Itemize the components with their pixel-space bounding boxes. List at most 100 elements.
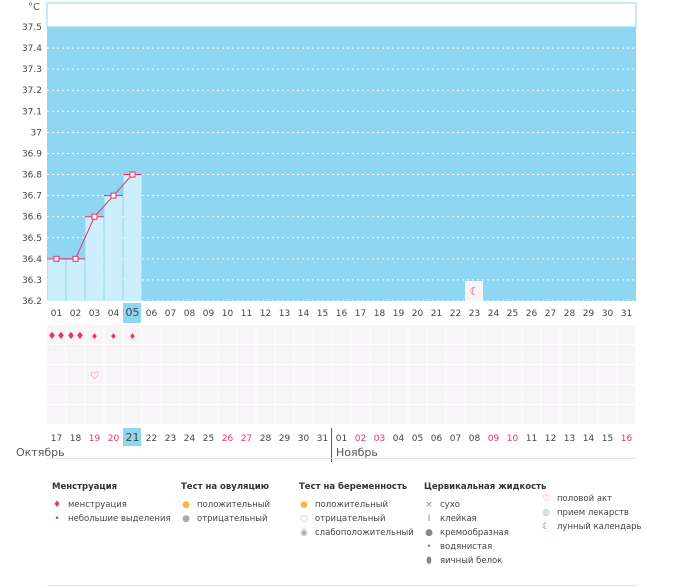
event-cell <box>47 405 66 424</box>
event-cell <box>161 385 180 404</box>
event-cell <box>522 365 541 384</box>
temperature-bar <box>47 258 66 301</box>
y-tick-label: 37.1 <box>22 107 42 117</box>
calendar-date: 10 <box>507 434 519 444</box>
egg-white-icon: ⬮ <box>426 556 432 566</box>
spotting-icon: ♦ <box>91 332 98 341</box>
event-cell <box>275 405 294 424</box>
event-cell <box>484 385 503 404</box>
event-cell <box>598 325 617 344</box>
event-cell <box>560 385 579 404</box>
watery-icon: • <box>426 542 432 552</box>
event-cell <box>427 385 446 404</box>
event-cell <box>123 345 142 364</box>
event-cell <box>389 405 408 424</box>
event-cell <box>446 325 465 344</box>
legend-title: Тест на овуляцию <box>181 482 270 492</box>
event-cell <box>427 345 446 364</box>
event-cell <box>199 345 218 364</box>
event-cell <box>104 345 123 364</box>
event-cell <box>66 345 85 364</box>
event-cell <box>332 385 351 404</box>
event-cell <box>123 385 142 404</box>
legend-group: Тест на беременность ● положительный ○ отриц… <box>299 482 414 540</box>
legend-item: ● отрицательный <box>181 512 270 526</box>
legend-label: менструация <box>68 500 127 510</box>
event-cell <box>294 405 313 424</box>
event-cell <box>617 325 636 344</box>
event-cell <box>294 325 313 344</box>
event-cell <box>85 325 104 344</box>
event-cell <box>47 365 66 384</box>
temperature-chart: °C 37.5 37.4 37.3 37.2 37.1 37 36.9 36.8 36.7 36.6… <box>22 2 637 462</box>
sticky-icon: I <box>427 514 431 524</box>
selected-day-bg <box>123 303 141 323</box>
day-label: 09 <box>203 309 215 319</box>
calendar-date: 18 <box>70 434 82 444</box>
event-cell <box>142 345 161 364</box>
event-cell <box>370 365 389 384</box>
event-cell <box>484 325 503 344</box>
event-cell <box>47 385 66 404</box>
legend-item: ◉ слабоположительный <box>299 526 414 540</box>
event-cell <box>446 365 465 384</box>
legend-label: слабоположительный <box>315 528 414 538</box>
legend-item: ⬮ яичный белок <box>424 554 546 568</box>
day-label: 23 <box>469 309 480 319</box>
day-label: 10 <box>222 309 234 319</box>
spotting-icon: • <box>54 514 60 524</box>
y-tick-label: 37.5 <box>22 23 42 33</box>
event-cell <box>142 385 161 404</box>
event-cell <box>313 405 332 424</box>
month-label: Октябрь <box>16 446 65 459</box>
event-cell <box>332 405 351 424</box>
event-cell <box>465 385 484 404</box>
event-cell <box>85 405 104 424</box>
legend-title: Менструация <box>52 482 118 492</box>
plot-area <box>47 27 636 301</box>
legend-label: отрицательный <box>197 514 268 524</box>
event-cell <box>275 365 294 384</box>
event-cell <box>598 385 617 404</box>
event-cell <box>180 385 199 404</box>
event-cell <box>313 365 332 384</box>
creamy-icon: ● <box>425 528 433 538</box>
calendar-date: 23 <box>165 434 176 444</box>
event-cell <box>579 365 598 384</box>
y-tick-label: 36.4 <box>22 255 42 265</box>
event-cell <box>294 345 313 364</box>
temperature-bar <box>104 195 123 301</box>
event-cell <box>541 365 560 384</box>
event-cell <box>66 365 85 384</box>
calendar-date: 29 <box>279 434 291 444</box>
day-label: 24 <box>488 309 500 319</box>
calendar-date: 19 <box>89 434 101 444</box>
event-cell <box>142 365 161 384</box>
y-axis-unit: °C <box>28 2 40 13</box>
temperature-point <box>110 192 117 199</box>
legend-item: ● кремообразная <box>424 526 546 540</box>
spotting-icon: ♦ <box>110 332 117 341</box>
heart-icon: ♡ <box>541 494 551 504</box>
event-cell <box>275 345 294 364</box>
day-label: 28 <box>564 309 576 319</box>
day-label: 30 <box>602 309 614 319</box>
event-cell <box>237 385 256 404</box>
temperature-point <box>129 171 136 178</box>
calendar-date: 26 <box>222 434 234 444</box>
day-label: 16 <box>336 309 348 319</box>
legend-item: × сухо <box>424 498 546 512</box>
calendar-date: 13 <box>564 434 575 444</box>
event-cell <box>313 325 332 344</box>
event-cell <box>427 325 446 344</box>
divider <box>47 585 636 586</box>
event-cell <box>560 325 579 344</box>
event-cell <box>541 405 560 424</box>
negative-icon: ● <box>182 514 190 524</box>
event-cell <box>503 405 522 424</box>
event-cell <box>579 345 598 364</box>
event-cell <box>256 385 275 404</box>
day-label: 03 <box>89 309 100 319</box>
pill-icon: ◍ <box>542 508 550 518</box>
